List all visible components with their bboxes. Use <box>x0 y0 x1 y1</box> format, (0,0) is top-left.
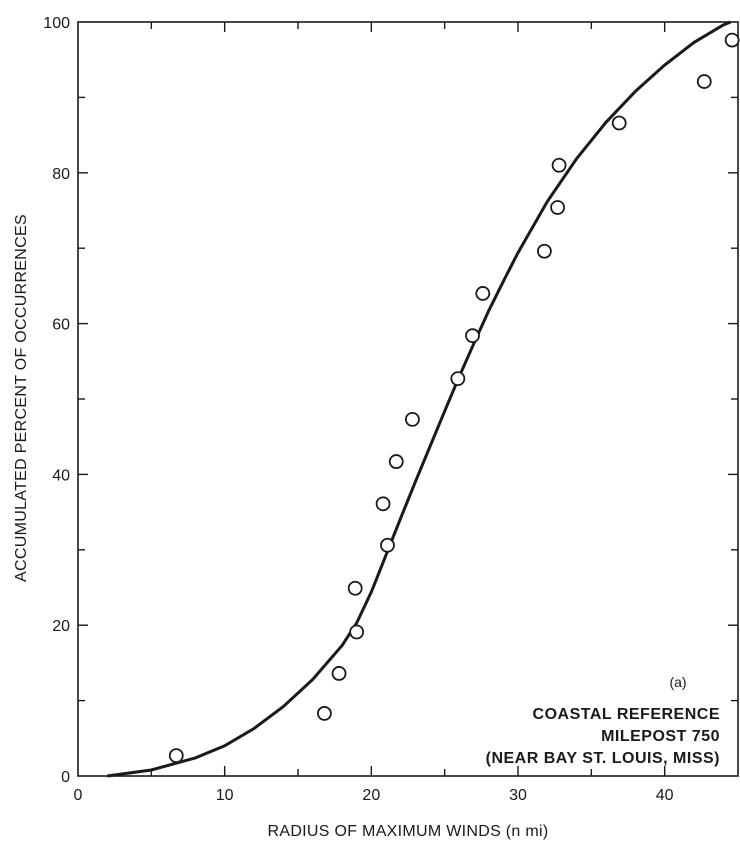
data-point <box>375 496 391 512</box>
x-tick-label: 20 <box>362 787 380 804</box>
data-point <box>724 32 740 48</box>
annotation-line-2: MILEPOST 750 <box>601 728 720 745</box>
data-point <box>380 537 395 553</box>
axis-ticks <box>78 22 738 776</box>
data-point <box>388 454 404 469</box>
x-tick-label: 40 <box>656 787 674 804</box>
data-points <box>168 32 740 764</box>
annotation-line-1: COASTAL REFERENCE <box>533 706 720 723</box>
plot-frame <box>77 21 739 777</box>
y-tick-label: 0 <box>61 769 70 786</box>
y-tick-label: 40 <box>52 467 70 484</box>
y-tick-label: 100 <box>43 15 70 32</box>
data-point <box>347 580 363 596</box>
annotation-line-3: (NEAR BAY ST. LOUIS, MISS) <box>486 750 720 767</box>
data-point <box>465 328 480 344</box>
y-axis-title: ACCUMULATED PERCENT OF OCCURRENCES <box>13 214 30 582</box>
x-tick-label: 30 <box>509 787 527 804</box>
data-point <box>331 666 347 681</box>
x-tick-label: 0 <box>74 787 83 804</box>
data-point <box>450 371 466 387</box>
data-point <box>537 243 552 259</box>
y-tick-label: 60 <box>52 317 70 334</box>
data-point <box>349 624 365 640</box>
data-point <box>611 115 627 131</box>
x-axis-title: RADIUS OF MAXIMUM WINDS (n mi) <box>268 823 549 840</box>
data-point <box>550 200 565 215</box>
data-point <box>475 286 491 301</box>
fit-curve <box>107 20 732 778</box>
x-tick-label: 10 <box>216 787 234 804</box>
data-point <box>404 411 420 427</box>
tick-labels: 0 10 20 30 40 0 20 40 60 80 100 <box>43 15 673 804</box>
data-point <box>551 157 567 173</box>
panel-label: (a) <box>669 674 686 690</box>
y-tick-label: 80 <box>52 166 70 183</box>
data-point <box>168 748 184 764</box>
data-point <box>696 74 712 89</box>
y-tick-label: 20 <box>52 618 70 635</box>
data-point <box>316 706 332 721</box>
